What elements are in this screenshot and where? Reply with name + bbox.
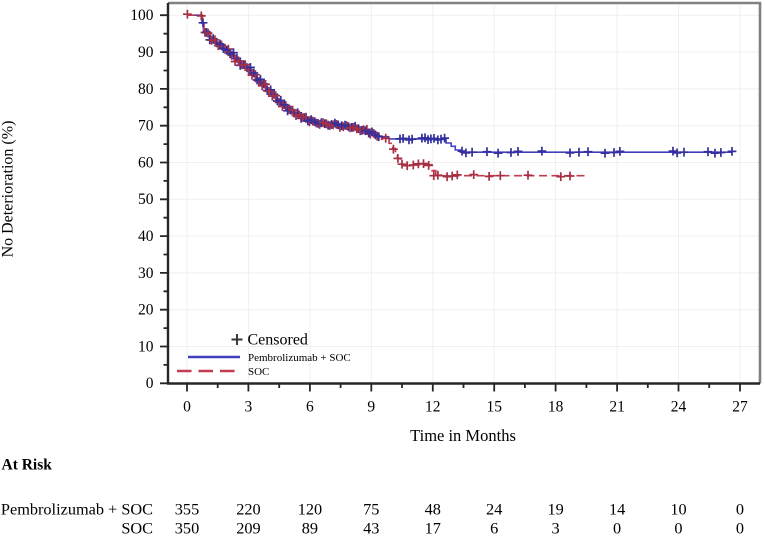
svg-text:70: 70: [138, 118, 154, 135]
svg-text:30: 30: [138, 265, 154, 282]
svg-text:0: 0: [736, 519, 744, 538]
svg-text:0: 0: [674, 519, 682, 538]
svg-text:Censored: Censored: [248, 332, 308, 349]
svg-text:0: 0: [146, 375, 154, 392]
svg-text:100: 100: [130, 7, 154, 24]
svg-text:6: 6: [306, 399, 314, 416]
svg-text:19: 19: [547, 500, 563, 519]
svg-text:Pembrolizumab + SOC: Pembrolizumab + SOC: [1, 500, 153, 519]
svg-text:60: 60: [138, 154, 154, 171]
svg-text:Pembrolizumab + SOC: Pembrolizumab + SOC: [248, 352, 351, 364]
svg-text:24: 24: [486, 500, 502, 519]
svg-text:0: 0: [736, 500, 744, 519]
svg-text:17: 17: [425, 519, 441, 538]
svg-text:10: 10: [138, 338, 154, 355]
svg-text:SOC: SOC: [248, 366, 269, 378]
svg-text:SOC: SOC: [121, 519, 153, 538]
svg-text:15: 15: [486, 399, 502, 416]
svg-text:24: 24: [671, 399, 687, 416]
svg-text:40: 40: [138, 228, 154, 245]
svg-text:At Risk: At Risk: [2, 457, 53, 474]
svg-text:89: 89: [302, 519, 318, 538]
svg-text:14: 14: [609, 500, 625, 519]
svg-text:3: 3: [245, 399, 253, 416]
svg-text:6: 6: [490, 519, 498, 538]
svg-text:75: 75: [363, 500, 379, 519]
svg-text:0: 0: [613, 519, 621, 538]
svg-text:355: 355: [175, 500, 199, 519]
svg-text:20: 20: [138, 302, 154, 319]
svg-text:43: 43: [363, 519, 379, 538]
svg-text:No Deterioration (%): No Deterioration (%): [0, 121, 17, 258]
svg-text:9: 9: [367, 399, 375, 416]
svg-text:350: 350: [175, 519, 199, 538]
svg-text:90: 90: [138, 44, 154, 61]
svg-text:3: 3: [552, 519, 560, 538]
svg-text:21: 21: [609, 399, 625, 416]
svg-text:12: 12: [425, 399, 441, 416]
svg-text:Time in Months: Time in Months: [410, 426, 516, 445]
svg-text:80: 80: [138, 81, 154, 98]
svg-text:220: 220: [236, 500, 260, 519]
svg-text:18: 18: [548, 399, 564, 416]
svg-text:50: 50: [138, 191, 154, 208]
svg-text:0: 0: [183, 399, 191, 416]
svg-text:209: 209: [236, 519, 260, 538]
svg-text:48: 48: [425, 500, 441, 519]
svg-text:27: 27: [732, 399, 748, 416]
svg-text:10: 10: [670, 500, 686, 519]
svg-text:120: 120: [298, 500, 322, 519]
